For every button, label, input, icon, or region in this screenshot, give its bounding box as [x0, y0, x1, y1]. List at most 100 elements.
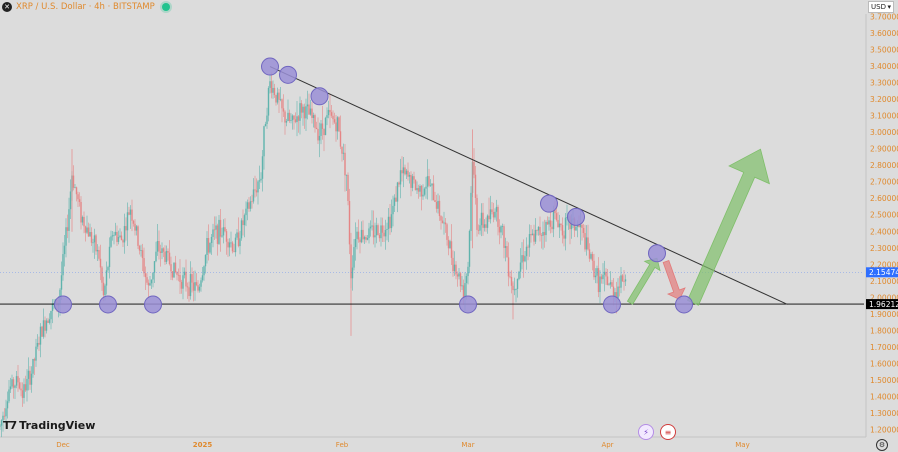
candle-body [282, 108, 285, 112]
candle-body [294, 119, 297, 123]
candle-body [93, 235, 96, 243]
candle-body [147, 282, 150, 286]
symbol-title[interactable]: XRP / U.S. Dollar · 4h · BITSTAMP [16, 2, 155, 12]
candle-body [134, 223, 136, 231]
candle-body [174, 262, 177, 273]
candle-body [318, 135, 321, 141]
candle-body [614, 292, 616, 297]
candle-body [503, 226, 505, 248]
candle-body [219, 219, 222, 237]
candle-body [146, 277, 148, 283]
candle-body [185, 271, 187, 287]
y-tick-label: 2.40000 [870, 227, 898, 236]
candle-body [321, 123, 324, 129]
candle-body [543, 231, 546, 236]
candle-body [347, 174, 349, 202]
candle-body [306, 104, 309, 107]
candle-body [261, 156, 264, 179]
candle-body [60, 275, 63, 290]
y-tick-label: 1.40000 [870, 392, 898, 401]
candle-body [491, 209, 493, 212]
candle-body [45, 320, 48, 331]
candle-body [6, 401, 9, 409]
candle-body [465, 276, 468, 284]
y-tick-label: 2.90000 [870, 145, 898, 154]
candle-body [474, 174, 477, 198]
candle-body [426, 176, 429, 187]
candle-body [473, 161, 475, 175]
candle-body [123, 226, 126, 243]
candle-body [599, 276, 601, 293]
candle-body [32, 358, 34, 374]
candle-body [359, 239, 361, 243]
candle-body [468, 230, 471, 267]
candle-body [114, 231, 117, 235]
candle-body [423, 188, 426, 195]
candle-body [513, 289, 516, 291]
candle-body [264, 123, 267, 127]
x-tick-label: 2025 [193, 441, 213, 449]
candle-body [585, 237, 588, 250]
candle-body [74, 187, 76, 189]
y-tick-label: 2.30000 [870, 244, 898, 253]
candle-body [402, 167, 405, 174]
candle-body [110, 236, 112, 247]
candle-body [228, 242, 231, 248]
candle-body [597, 268, 600, 293]
candle-body [450, 241, 453, 258]
candle-body [500, 226, 502, 233]
y-tick-label: 2.10000 [870, 277, 898, 286]
candle-body [501, 226, 504, 228]
candle-body [483, 224, 486, 228]
currency-selector[interactable]: USD ▾ [868, 1, 894, 13]
candle-body [533, 233, 535, 242]
candle-body [224, 227, 226, 232]
touch-point-marker [144, 295, 162, 314]
candle-body [156, 241, 159, 252]
candle-body [507, 257, 510, 277]
candle-body [164, 251, 166, 262]
candle-body [90, 232, 93, 243]
lightning-event-icon[interactable]: ⚡ [638, 424, 654, 440]
candle-body [323, 128, 325, 136]
candle-body [83, 216, 85, 227]
candle-body [482, 212, 484, 228]
candle-body [143, 258, 145, 274]
candle-body [89, 232, 91, 237]
candle-body [438, 200, 441, 217]
y-tick-label: 3.60000 [870, 29, 898, 38]
candle-body [51, 303, 54, 311]
live-status-icon [161, 3, 170, 11]
candle-body [0, 425, 1, 427]
candle-body [305, 106, 307, 119]
touch-point-marker [261, 57, 279, 76]
candle-body [287, 112, 289, 122]
candle-body [257, 181, 259, 193]
candle-body [308, 104, 310, 115]
candle-body [225, 231, 228, 242]
candle-body [444, 222, 447, 225]
gear-icon[interactable]: ⚙ [876, 439, 888, 451]
candle-body [140, 250, 142, 251]
tradingview-logo[interactable]: T7 TradingView [3, 419, 95, 432]
candle-body [129, 209, 132, 215]
candle-body [531, 233, 534, 236]
x-logo-icon: ✕ [2, 2, 12, 12]
us-flag-event-icon[interactable]: ≡ [660, 424, 676, 440]
candle-body [617, 286, 619, 299]
candle-body [36, 342, 39, 347]
candle-body [186, 286, 189, 288]
candle-body [20, 388, 22, 391]
candle-body [3, 415, 6, 417]
candle-body [375, 225, 378, 236]
candle-body [455, 264, 457, 275]
candle-body [417, 188, 420, 192]
candle-body [128, 212, 130, 215]
candle-body [152, 272, 154, 280]
candle-body [48, 319, 51, 323]
candle-body [498, 226, 501, 233]
candle-body [579, 224, 582, 228]
touch-point-marker [603, 295, 621, 314]
candle-body [344, 152, 346, 176]
